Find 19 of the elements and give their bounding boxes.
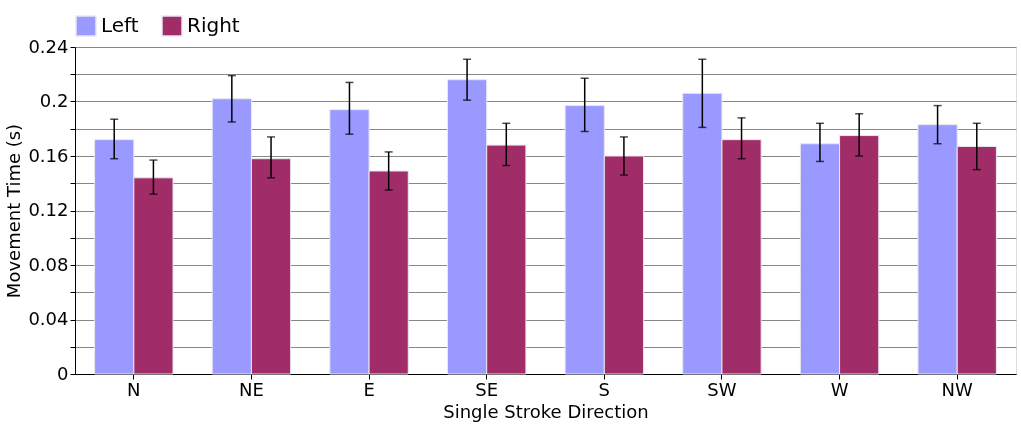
y-tick-label: 0.16 [28, 144, 69, 166]
x-tick-label: E [363, 378, 375, 400]
x-tick-label: SE [475, 378, 499, 400]
y-tick-label: 0.08 [28, 253, 69, 275]
x-tick-label: NW [941, 378, 974, 400]
y-tick-label: 0.12 [28, 199, 69, 220]
x-tick-label: SW [707, 378, 737, 400]
x-tick-label: S [598, 378, 611, 400]
x-tick-label: W [830, 378, 849, 400]
x-tick-label: NE [239, 378, 264, 400]
y-tick-label: 0.04 [28, 308, 69, 329]
y-tick-label: 0 [57, 362, 69, 384]
legend-label: Left [101, 13, 139, 37]
y-axis-title: Movement Time (s) [3, 123, 25, 299]
x-axis-title: Single Stroke Direction [443, 400, 649, 422]
y-tick-label: 0.24 [28, 35, 69, 57]
y-tick-label: 0.2 [39, 90, 69, 111]
legend-label: Right [187, 13, 240, 37]
x-tick-label: N [127, 378, 141, 400]
